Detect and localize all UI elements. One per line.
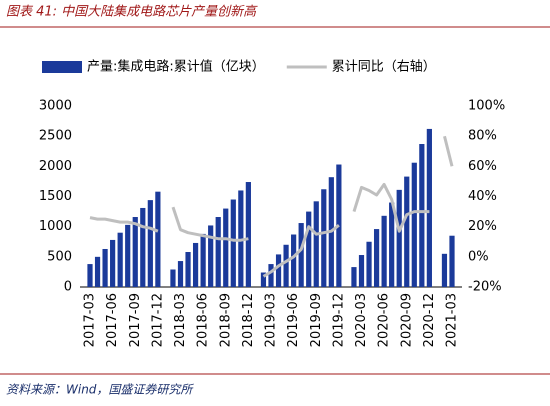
- bar: [230, 199, 236, 287]
- x-tick-label: 2018-09: [218, 293, 233, 347]
- bar: [366, 241, 372, 287]
- y2-tick-label: 20%: [468, 219, 497, 234]
- bar: [441, 253, 448, 287]
- bar: [155, 191, 161, 287]
- chart-title: 图表 41: 中国大陆集成电路芯片产量创新高: [6, 5, 258, 20]
- bar: [94, 256, 101, 287]
- x-tick-label: 2017-12: [150, 293, 165, 347]
- bar: [306, 211, 312, 287]
- bar: [215, 217, 221, 287]
- bar: [110, 239, 116, 287]
- y-tick-label: 3000: [39, 99, 72, 114]
- bar: [389, 202, 395, 287]
- y-tick-label: 500: [47, 249, 72, 264]
- line: [89, 135, 454, 278]
- x-tick-label: 2019-03: [264, 293, 279, 347]
- bar: [260, 272, 267, 287]
- y2-tick-label: -20%: [468, 280, 502, 295]
- bar: [275, 254, 282, 287]
- x-tick-label: 2020-09: [399, 293, 414, 347]
- bar: [245, 182, 251, 287]
- y-tick-label: 2000: [39, 159, 72, 174]
- bar: [147, 200, 153, 287]
- bar: [132, 217, 138, 287]
- x-tick-label: 2017-06: [105, 293, 120, 347]
- bar: [125, 224, 131, 287]
- x-tick-label: 2018-03: [173, 293, 188, 347]
- legend-swatch: [42, 61, 82, 73]
- bar: [140, 207, 146, 287]
- legend-label: 累计同比（右轴）: [332, 60, 436, 75]
- bar: [177, 261, 184, 287]
- bar: [313, 201, 319, 287]
- bar: [117, 232, 123, 287]
- y-tick-label: 1000: [39, 219, 72, 234]
- bar: [351, 267, 357, 287]
- bar: [358, 255, 365, 287]
- x-tick-label: 2019-12: [331, 293, 346, 347]
- bar: [396, 189, 402, 287]
- bar: [102, 248, 108, 287]
- bar: [208, 225, 214, 287]
- legend-label: 产量:集成电路:累计值（亿块）: [87, 59, 265, 75]
- bar: [449, 235, 455, 287]
- bar: [419, 144, 425, 287]
- bar: [192, 242, 199, 287]
- y2-tick-label: 0%: [468, 249, 489, 264]
- bar: [381, 215, 387, 287]
- y-tick-label: 0: [64, 280, 72, 295]
- x-tick-label: 2019-09: [309, 293, 324, 347]
- y2-tick-label: 60%: [468, 159, 497, 174]
- bar: [200, 233, 206, 287]
- bar: [185, 252, 191, 287]
- bar: [87, 264, 93, 287]
- x-tick-label: 2018-06: [196, 293, 211, 347]
- bar: [426, 128, 432, 287]
- x-tick-label: 2021-03: [445, 293, 460, 347]
- x-tick-label: 2020-06: [377, 293, 392, 347]
- x-tick-label: 2017-09: [128, 293, 143, 347]
- y2-tick-label: 80%: [468, 129, 497, 144]
- x-tick-label: 2019-06: [286, 293, 301, 347]
- source: 资料来源：Wind，国盛证券研究所: [6, 383, 194, 397]
- x-tick-label: 2020-12: [422, 293, 437, 347]
- bar: [291, 234, 297, 287]
- bar: [223, 208, 229, 287]
- bar: [283, 244, 289, 287]
- y-tick-label: 2500: [39, 129, 72, 144]
- x-tick-label: 2018-12: [241, 293, 256, 347]
- bar: [321, 189, 327, 287]
- bar: [404, 176, 410, 287]
- y2-tick-label: 100%: [468, 99, 505, 114]
- bar: [411, 162, 417, 287]
- bar: [298, 223, 304, 287]
- bar: [373, 229, 380, 287]
- x-tick-label: 2020-03: [354, 293, 369, 347]
- y2-tick-label: 40%: [468, 189, 497, 204]
- bar: [268, 264, 274, 287]
- x-tick-label: 2017-03: [83, 293, 98, 347]
- y-tick-label: 1500: [39, 189, 72, 204]
- bar: [170, 269, 176, 287]
